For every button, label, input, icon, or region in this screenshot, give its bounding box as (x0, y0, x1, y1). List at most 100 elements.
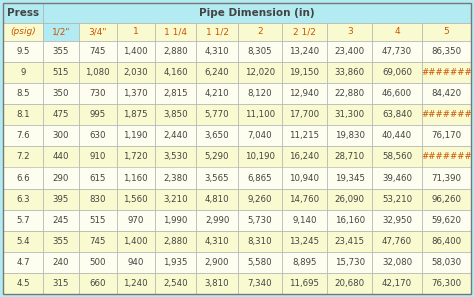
Bar (282, 273, 327, 294)
Bar (196, 83, 238, 104)
Text: Press: Press (7, 8, 39, 18)
Text: 315: 315 (53, 279, 69, 288)
Text: 1,560: 1,560 (123, 195, 148, 204)
Bar (117, 83, 155, 104)
Text: 9.5: 9.5 (16, 47, 30, 56)
Text: 32,080: 32,080 (382, 258, 412, 267)
Bar (282, 41, 327, 62)
Bar (155, 273, 196, 294)
Text: 10,940: 10,940 (289, 173, 319, 183)
Text: 84,420: 84,420 (431, 89, 461, 98)
Bar (43, 273, 79, 294)
Text: 31,300: 31,300 (335, 110, 365, 119)
Text: 3,810: 3,810 (205, 279, 229, 288)
Text: 3,530: 3,530 (163, 152, 188, 162)
Text: 1,190: 1,190 (123, 131, 148, 140)
Bar (117, 168, 155, 189)
Bar (238, 168, 282, 189)
Bar (155, 146, 196, 168)
Text: 1,240: 1,240 (123, 279, 148, 288)
Bar (3, 83, 43, 104)
Text: 1,400: 1,400 (123, 237, 148, 246)
Text: 245: 245 (53, 216, 69, 225)
Bar (373, 62, 422, 83)
Bar (373, 23, 422, 41)
Text: 3,210: 3,210 (163, 195, 188, 204)
Bar (327, 125, 373, 146)
Bar (196, 62, 238, 83)
Text: 4,810: 4,810 (205, 195, 229, 204)
Text: 475: 475 (53, 110, 69, 119)
Bar (282, 210, 327, 231)
Text: 58,030: 58,030 (431, 258, 461, 267)
Bar (327, 146, 373, 168)
Bar (282, 189, 327, 210)
Text: 395: 395 (53, 195, 69, 204)
Bar (422, 189, 471, 210)
Text: 355: 355 (53, 47, 69, 56)
Text: 12,020: 12,020 (245, 68, 275, 77)
Text: 6,240: 6,240 (205, 68, 229, 77)
Bar (155, 168, 196, 189)
Bar (373, 210, 422, 231)
Text: 11,695: 11,695 (289, 279, 319, 288)
Bar (196, 146, 238, 168)
Text: 2,815: 2,815 (163, 89, 188, 98)
Text: 47,730: 47,730 (382, 47, 412, 56)
Text: 8,310: 8,310 (247, 237, 272, 246)
Text: 2,880: 2,880 (163, 47, 188, 56)
Text: 7.2: 7.2 (16, 152, 30, 162)
Bar (3, 189, 43, 210)
Text: 4,210: 4,210 (205, 89, 229, 98)
Bar (373, 41, 422, 62)
Text: 440: 440 (53, 152, 69, 162)
Text: 730: 730 (90, 89, 106, 98)
Bar (422, 104, 471, 125)
Bar (43, 252, 79, 273)
Bar (117, 273, 155, 294)
Text: 33,860: 33,860 (335, 68, 365, 77)
Text: #######: ####### (421, 68, 472, 77)
Bar (282, 83, 327, 104)
Bar (327, 104, 373, 125)
Bar (238, 146, 282, 168)
Bar (3, 146, 43, 168)
Text: 10,190: 10,190 (245, 152, 275, 162)
Bar (79, 62, 117, 83)
Text: 3,850: 3,850 (163, 110, 188, 119)
Bar (238, 62, 282, 83)
Bar (373, 125, 422, 146)
Bar (282, 125, 327, 146)
Bar (422, 41, 471, 62)
Bar (117, 210, 155, 231)
Text: 11,215: 11,215 (289, 131, 319, 140)
Text: 5.7: 5.7 (16, 216, 30, 225)
Bar (327, 210, 373, 231)
Text: 1,935: 1,935 (163, 258, 188, 267)
Text: 350: 350 (53, 89, 69, 98)
Text: 1 1/4: 1 1/4 (164, 28, 187, 37)
Bar (79, 273, 117, 294)
Bar (43, 23, 79, 41)
Text: #######: ####### (421, 110, 472, 119)
Text: 16,240: 16,240 (289, 152, 319, 162)
Bar (43, 210, 79, 231)
Text: 2,880: 2,880 (163, 237, 188, 246)
Text: 12,940: 12,940 (289, 89, 319, 98)
Text: 660: 660 (90, 279, 106, 288)
Text: 940: 940 (128, 258, 144, 267)
Text: 5,290: 5,290 (205, 152, 229, 162)
Text: 76,300: 76,300 (431, 279, 461, 288)
Text: 515: 515 (90, 216, 106, 225)
Text: 19,830: 19,830 (335, 131, 365, 140)
Bar (43, 168, 79, 189)
Text: 9,140: 9,140 (292, 216, 317, 225)
Text: 830: 830 (90, 195, 106, 204)
Text: 23,415: 23,415 (335, 237, 365, 246)
Text: 19,150: 19,150 (289, 68, 319, 77)
Bar (196, 231, 238, 252)
Bar (422, 210, 471, 231)
Bar (117, 23, 155, 41)
Text: 1,990: 1,990 (163, 216, 188, 225)
Text: 995: 995 (90, 110, 106, 119)
